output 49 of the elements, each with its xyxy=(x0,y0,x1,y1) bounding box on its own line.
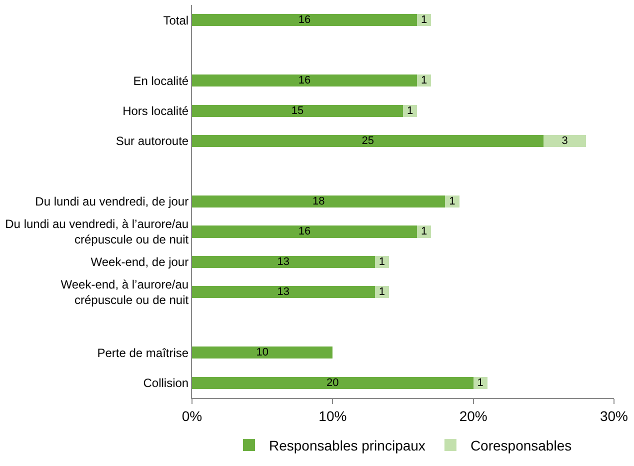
bar xyxy=(192,195,446,208)
bar xyxy=(192,256,375,268)
y-tick-label: Du lundi au vendredi, de jour xyxy=(35,194,189,209)
bar xyxy=(192,346,333,359)
y-tick-label: Perte de maîtrise xyxy=(97,346,189,360)
y-tick-label: Week-end, de jour xyxy=(90,255,189,270)
bar xyxy=(192,104,403,117)
legend-label: Coresponsables xyxy=(470,438,572,454)
data-label: 25 xyxy=(362,135,374,148)
data-label: 16 xyxy=(298,74,311,87)
data-label: 20 xyxy=(326,376,339,389)
data-label: 18 xyxy=(312,196,325,208)
y-tick-label: Du lundi au vendredi, à l’aurore/au crépuscule ou de nuit xyxy=(5,217,190,247)
data-label: 16 xyxy=(298,14,311,26)
bar xyxy=(192,134,544,148)
x-tick-label: 20% xyxy=(459,408,488,424)
y-tick-label: Collision xyxy=(143,376,189,390)
data-label: 16 xyxy=(298,226,311,238)
data-label: 1 xyxy=(449,196,456,208)
bar xyxy=(473,376,488,389)
bar xyxy=(192,286,375,298)
data-label: 1 xyxy=(378,256,385,268)
x-tick-label: 30% xyxy=(600,408,628,424)
data-label: 1 xyxy=(406,104,414,117)
bar xyxy=(445,195,460,208)
y-tick-label: Week-end, à l’aurore/au crépuscule ou de nuit xyxy=(60,278,190,308)
y-tick-label: Total xyxy=(163,13,189,28)
data-label: 15 xyxy=(291,104,304,117)
bar xyxy=(192,74,418,87)
x-tick-label: 0% xyxy=(182,408,202,424)
bar xyxy=(417,226,432,238)
bar xyxy=(192,226,418,238)
data-label: 1 xyxy=(421,14,428,26)
y-tick-label: Hors localité xyxy=(122,104,189,118)
data-label: 3 xyxy=(562,135,568,148)
data-label: 13 xyxy=(277,256,290,268)
data-label: 1 xyxy=(378,286,385,298)
legend-label: Responsables principaux xyxy=(269,438,426,454)
data-label: 1 xyxy=(477,376,484,389)
x-tick-label: 10% xyxy=(318,408,347,424)
bar xyxy=(192,14,418,26)
bar xyxy=(192,376,474,389)
data-label: 1 xyxy=(421,226,428,238)
y-tick-label: En localité xyxy=(133,74,189,88)
y-tick-label: Sur autoroute xyxy=(116,134,189,148)
data-label: 1 xyxy=(421,74,428,87)
data-label: 13 xyxy=(277,286,290,298)
bar xyxy=(544,134,586,148)
data-label: 10 xyxy=(256,346,268,359)
